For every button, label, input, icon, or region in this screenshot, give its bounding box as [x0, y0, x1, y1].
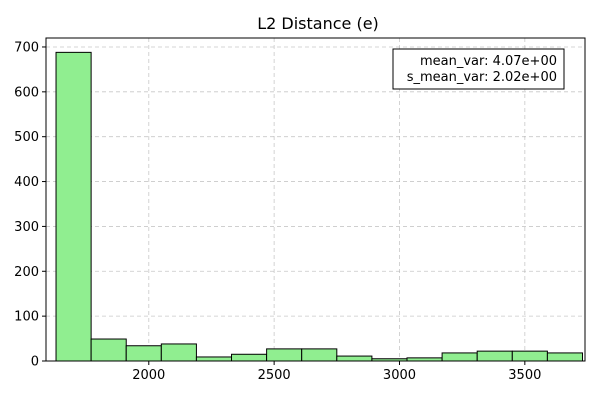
- y-tick-label: 700: [14, 40, 39, 55]
- annotation-box: [392, 48, 565, 90]
- axis-ticks: 2000 2500 3000 3500 0 100 200 300 400 500 600 700: [14, 40, 541, 383]
- x-tick-label: 3000: [383, 368, 416, 383]
- histogram-bar: [160, 343, 197, 362]
- stats-annotation: mean_var: 4.07e+00 s_mean_var: 2.02e+00: [392, 48, 565, 90]
- histogram-bar: [266, 348, 303, 362]
- y-tick-label: 300: [14, 220, 39, 235]
- y-tick-label: 600: [14, 85, 39, 100]
- x-tick-label: 2000: [132, 368, 165, 383]
- y-tick-label: 200: [14, 265, 39, 280]
- histogram-bar: [55, 51, 92, 362]
- histogram-bar: [90, 338, 127, 362]
- y-tick-label: 0: [31, 355, 39, 370]
- histogram-bar: [301, 348, 338, 362]
- histogram-bar: [476, 350, 513, 362]
- bars: [55, 51, 583, 362]
- y-tick-label: 500: [14, 130, 39, 145]
- histogram-bar: [336, 355, 373, 362]
- plot-frame: [45, 37, 586, 362]
- histogram-bar: [441, 352, 478, 362]
- histogram-bar: [195, 356, 233, 362]
- x-tick-label: 3500: [508, 368, 541, 383]
- x-tick-label: 2500: [258, 368, 291, 383]
- histogram-bar: [511, 350, 548, 362]
- y-tick-label: 400: [14, 175, 39, 190]
- annotation-line-mean-var: mean_var: 4.07e+00: [420, 54, 557, 69]
- histogram-bar: [231, 353, 268, 362]
- histogram-bar: [125, 345, 162, 362]
- annotation-line-s-mean-var: s_mean_var: 2.02e+00: [407, 70, 557, 85]
- histogram-bar: [546, 352, 583, 362]
- chart-title: L2 Distance (e): [257, 14, 379, 33]
- y-tick-label: 100: [14, 310, 39, 325]
